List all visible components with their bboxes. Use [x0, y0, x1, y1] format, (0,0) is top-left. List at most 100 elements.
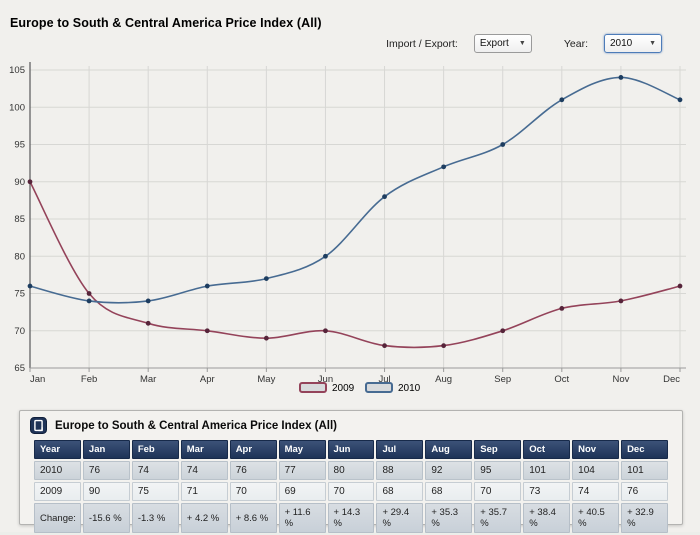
data-point-2010	[618, 75, 624, 80]
column-header-feb: Feb	[131, 440, 179, 459]
data-point-2010	[263, 276, 269, 281]
import-export-select[interactable]: Export ▼	[473, 34, 532, 53]
table-cell: + 38.4 %	[523, 503, 571, 533]
data-point-2009	[677, 283, 683, 289]
table-cell: 71	[180, 482, 228, 501]
x-axis-month-label: Feb	[81, 374, 97, 385]
x-axis-month-label: Oct	[554, 374, 569, 385]
data-point-2010	[559, 97, 565, 103]
data-point-2009	[263, 335, 269, 341]
legend-swatch-2009	[299, 382, 327, 393]
row-label: 2009	[34, 482, 81, 501]
table-cell: 75	[131, 482, 179, 501]
data-point-2010	[382, 194, 387, 200]
data-point-2009	[441, 343, 447, 349]
filter-controls: Import / Export: Export ▼ Year: 2010 ▼	[386, 34, 662, 53]
data-point-2010	[145, 298, 151, 304]
column-header-sep: Sep	[474, 440, 522, 459]
page-title: Europe to South & Central America Price …	[10, 16, 322, 30]
table-cell: 68	[425, 482, 473, 501]
x-axis-month-label: Apr	[200, 374, 215, 385]
column-header-year: Year	[34, 440, 81, 459]
year-label: Year:	[563, 37, 588, 50]
column-header-aug: Aug	[425, 440, 473, 459]
table-cell: 73	[523, 482, 571, 501]
table-cell: 70	[327, 482, 375, 501]
table-cell: 92	[425, 461, 473, 480]
x-axis-month-label: Sep	[494, 374, 511, 385]
x-axis-month-label: Jul	[378, 374, 390, 385]
data-point-2009	[204, 328, 210, 334]
table-cell: + 4.2 %	[180, 503, 228, 533]
table-cell: 101	[621, 461, 668, 480]
table-cell: 76	[621, 482, 668, 501]
data-point-2010	[323, 253, 328, 259]
x-axis-month-label: Mar	[140, 374, 156, 385]
data-point-2009	[618, 298, 624, 304]
table-row: 2009 90 75 71 70 69 70 68 68 70 73 74 76	[34, 482, 668, 501]
price-index-table: Year Jan Feb Mar Apr May Jun Jul Aug Sep Oct Nov Dec…	[32, 438, 670, 535]
column-header-may: May	[278, 440, 326, 459]
price-index-line-chart: 65 70 75 80 85 90 95 100 105 Jan Feb Mar Apr May Jun Ju…	[9, 62, 686, 394]
table-cell: + 32.9 %	[621, 503, 668, 533]
table-cell: 74	[180, 461, 228, 480]
table-cell: 68	[376, 482, 424, 501]
data-point-2009	[382, 343, 387, 349]
data-table-panel: Europe to South & Central America Price …	[19, 410, 683, 533]
y-axis-tick-label: 105	[9, 65, 25, 76]
y-axis-tick-label: 80	[14, 251, 25, 262]
table-cell: 77	[278, 461, 326, 480]
y-axis-tick-label: 95	[14, 140, 25, 151]
table-cell: 74	[572, 482, 620, 501]
data-point-2009	[27, 179, 33, 185]
data-point-2009	[323, 328, 328, 334]
column-header-apr: Apr	[229, 440, 277, 459]
table-cell: 88	[376, 461, 424, 480]
table-cell: + 29.4 %	[376, 503, 424, 533]
row-label: 2010	[34, 461, 81, 480]
y-axis-tick-label: 70	[14, 326, 25, 337]
table-cell: + 11.6 %	[278, 503, 326, 533]
data-point-2010	[441, 164, 447, 170]
table-cell: 76	[229, 461, 277, 480]
y-axis-tick-label: 100	[9, 102, 25, 113]
table-row: Change: -15.6 % -1.3 % + 4.2 % + 8.6 % + 11.6…	[34, 503, 668, 533]
table-cell: + 40.5 %	[572, 503, 620, 533]
y-axis-tick-label: 90	[14, 177, 25, 188]
chevron-down-icon: ▼	[649, 40, 656, 47]
import-export-selected-value: Export	[479, 38, 509, 49]
column-header-nov: Nov	[572, 440, 620, 459]
x-axis-month-label: Jan	[30, 374, 45, 385]
data-point-2009	[500, 328, 506, 334]
table-cell: + 35.7 %	[474, 503, 522, 533]
table-cell: -1.3 %	[131, 503, 179, 533]
table-cell: + 35.3 %	[425, 503, 473, 533]
table-cell: 104	[572, 461, 620, 480]
chevron-down-icon: ▼	[518, 40, 526, 47]
legend-label-2009: 2009	[332, 383, 355, 394]
column-header-mar: Mar	[180, 440, 228, 459]
table-cell: + 14.3 %	[327, 503, 375, 533]
column-header-dec: Dec	[621, 440, 668, 459]
series-line-2009	[29, 181, 681, 349]
data-point-2010	[27, 283, 33, 289]
data-point-2009	[559, 306, 565, 311]
x-axis-month-label: Aug	[435, 374, 452, 385]
table-cell: 101	[523, 461, 571, 480]
data-point-2010	[677, 97, 683, 103]
y-axis-tick-label: 75	[14, 289, 25, 300]
x-axis-month-label: Jun	[318, 374, 333, 385]
x-axis-month-label: May	[257, 374, 275, 385]
year-select[interactable]: 2010 ▼	[604, 34, 662, 53]
table-header-row: Year Jan Feb Mar Apr May Jun Jul Aug Sep Oct Nov Dec	[34, 440, 668, 459]
table-cell: 70	[229, 482, 277, 501]
series-line-2010	[29, 76, 681, 304]
table-cell: + 8.6 %	[229, 503, 277, 533]
data-point-2010	[86, 298, 92, 304]
table-row: 2010 76 74 74 76 77 80 88 92 95 101 104 101	[34, 461, 668, 480]
document-icon	[30, 417, 47, 434]
table-cell: 76	[82, 461, 130, 480]
import-export-label: Import / Export:	[386, 37, 458, 50]
data-point-2010	[204, 283, 210, 289]
